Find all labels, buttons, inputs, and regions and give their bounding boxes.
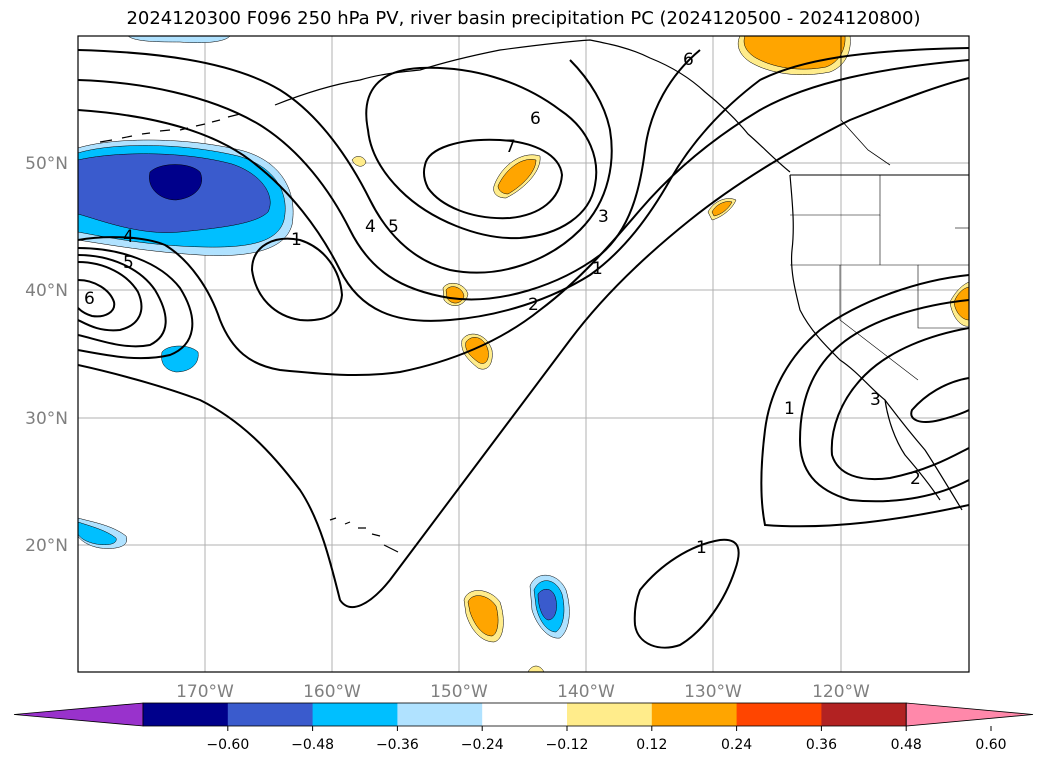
map-title: 2024120300 F096 250 hPa PV, river basin … [126,8,921,29]
colorbar-tick-label: 0.24 [721,737,752,753]
pv-label-6-ne: 6 [683,50,694,70]
pv-label-6-center: 6 [530,109,541,129]
graticule [78,36,969,672]
neg-blob-sw-in [78,521,117,545]
pos-blob-south-in [467,595,499,637]
colorbar-extend-high [905,702,1034,727]
pv-contour-west-5 [78,261,143,332]
colorbar-tick-label: −0.48 [291,737,334,753]
us-coast [789,174,963,511]
alaska-coast [274,39,791,173]
colorbar-tick-label: −0.24 [461,737,504,753]
pv-label-4-west: 4 [123,227,134,247]
pv-label-2-trough: 2 [528,295,539,315]
colorbar-tick-label: −0.36 [376,737,419,753]
colorbar-segment [312,703,398,726]
colorbar-segment [397,703,483,726]
colorbar-segment [227,703,314,726]
colorbar-extend-low [13,702,144,727]
pos-blob-bottom [527,665,545,672]
colorbar-segment [143,703,229,726]
pv-contour-east-2 [798,299,969,503]
state-borders [790,175,969,381]
neg-blob-top [127,36,231,43]
pv-contour-5 [78,49,613,274]
precip-shading [78,36,969,672]
lon-label-140w: 140°W [557,682,615,702]
lat-label-50: 50°N [25,154,68,174]
lat-label-30: 30°N [25,409,68,429]
pv-label-2-east: 2 [910,469,921,489]
pv-contour-east-3 [830,327,969,481]
pos-blob-east-in [953,286,969,321]
plot-frame [77,35,970,673]
colorbar-tick-label: 0.36 [806,737,837,753]
lon-label-170w: 170°W [176,682,234,702]
pv-label-3-trough: 3 [598,207,609,227]
pv-contour-west-3 [78,247,194,360]
lon-label-130w: 130°W [684,682,742,702]
coastlines [99,36,969,553]
baja [884,399,941,501]
pv-label-1-east: 1 [784,399,795,419]
pv-contour-labels: 6 6 7 4 5 1 4 5 6 3 1 2 1 3 2 1 [84,50,921,558]
colorbar-frame [142,702,907,727]
colorbar-segment [651,703,738,726]
hawaii [329,517,399,553]
lon-label-120w: 120°W [812,682,870,702]
pv-contour-7 [423,138,564,220]
pv-contour-east-1 [760,274,969,528]
pos-blob-dot2-in [711,201,733,217]
pos-blob-dot1 [351,156,367,167]
pv-contours [78,47,969,649]
neg-blob-nw-core [149,164,202,201]
pv-label-5-west: 5 [123,253,134,273]
lat-label-40: 40°N [25,281,68,301]
pv-contour-2 [78,59,969,377]
pv-contour-east-4 [910,377,969,423]
pv-contour-1-west-loop [250,237,344,322]
pv-contour-3 [78,47,969,322]
pv-contour-1 [78,77,969,609]
pv-label-1-trough: 1 [592,259,603,279]
lat-labels: 50°N 40°N 30°N 20°N [25,154,68,556]
pv-contour-west-6 [78,279,116,318]
canada-ak-border [840,36,891,166]
pv-contour-4 [78,49,701,301]
pv-label-1-south: 1 [696,538,707,558]
colorbar-segment [567,703,653,726]
colorbar-tick-label: 0.60 [975,737,1006,753]
plot-area: 6 6 7 4 5 1 4 5 6 3 1 2 1 3 2 1 [78,36,969,672]
pv-contour-6-center [365,66,598,240]
lon-labels: 170°W 160°W 150°W 140°W 130°W 120°W [176,682,870,702]
colorbar-tick-label: −0.12 [546,737,589,753]
colorbar-tick-label: −0.60 [206,737,249,753]
colorbar-segment [482,703,568,726]
neg-blob-small [161,345,199,373]
aleutians [99,113,241,143]
colorbar-segment [736,703,822,726]
pos-blob-n-in [497,159,537,195]
pv-label-1-west: 1 [291,230,302,250]
pv-label-7: 7 [505,137,516,157]
colorbar-tick-label: 0.48 [891,737,922,753]
pv-label-6-west: 6 [84,289,95,309]
pv-label-4-center: 4 [365,217,376,237]
colorbar: −0.60 −0.48 −0.36 −0.24 −0.12 0.12 0.24 0.36 0.4… [13,702,1034,753]
neg-blob-south-core [537,588,557,621]
pv-contour-south-1 [633,538,740,649]
colorbar-tick-label: 0.12 [636,737,667,753]
lon-label-150w: 150°W [430,682,488,702]
colorbar-segment [821,703,907,726]
pv-contour-west-4 [78,254,167,348]
lon-label-160w: 160°W [303,682,361,702]
pv-label-3-east: 3 [870,390,881,410]
pv-label-5-center: 5 [388,217,399,237]
lat-label-20: 20°N [25,536,68,556]
